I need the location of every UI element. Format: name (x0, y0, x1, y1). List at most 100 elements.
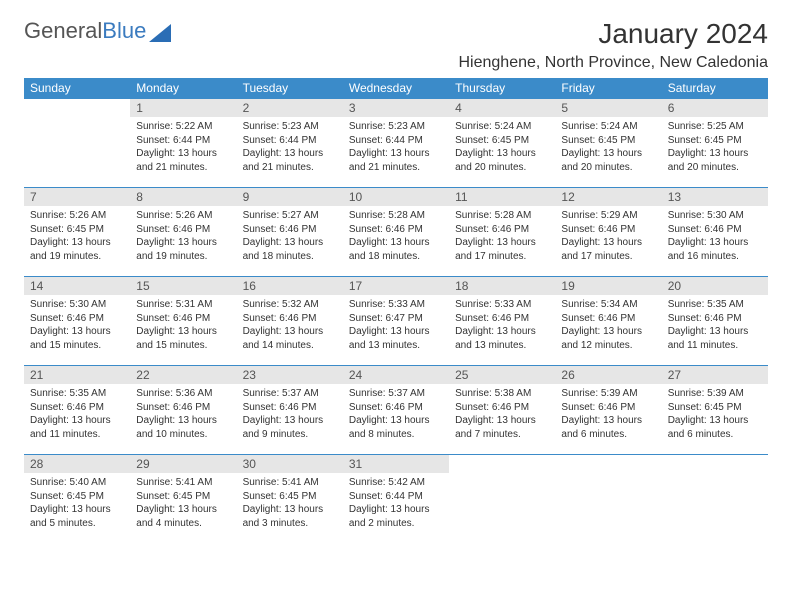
day-line: Sunrise: 5:26 AM (136, 209, 230, 223)
day-number: 5 (555, 99, 661, 117)
day-content: Sunrise: 5:30 AMSunset: 6:46 PMDaylight:… (24, 295, 130, 355)
day-line: Daylight: 13 hours and 5 minutes. (30, 503, 124, 530)
day-line: Daylight: 13 hours and 21 minutes. (349, 147, 443, 174)
calendar-cell: 9Sunrise: 5:27 AMSunset: 6:46 PMDaylight… (237, 188, 343, 277)
day-number: 6 (662, 99, 768, 117)
day-line: Daylight: 13 hours and 21 minutes. (243, 147, 337, 174)
day-line: Sunset: 6:46 PM (455, 401, 549, 415)
day-number: 1 (130, 99, 236, 117)
day-content: Sunrise: 5:40 AMSunset: 6:45 PMDaylight:… (24, 473, 130, 533)
day-line: Sunrise: 5:31 AM (136, 298, 230, 312)
day-content: Sunrise: 5:35 AMSunset: 6:46 PMDaylight:… (662, 295, 768, 355)
day-line: Daylight: 13 hours and 13 minutes. (349, 325, 443, 352)
day-number: 7 (24, 188, 130, 206)
calendar-week: 1Sunrise: 5:22 AMSunset: 6:44 PMDaylight… (24, 99, 768, 188)
day-line: Sunset: 6:46 PM (243, 401, 337, 415)
day-number: 12 (555, 188, 661, 206)
day-number: 22 (130, 366, 236, 384)
day-line: Daylight: 13 hours and 20 minutes. (668, 147, 762, 174)
day-line: Sunrise: 5:27 AM (243, 209, 337, 223)
day-line: Sunset: 6:46 PM (136, 223, 230, 237)
calendar-cell: 7Sunrise: 5:26 AMSunset: 6:45 PMDaylight… (24, 188, 130, 277)
day-line: Sunrise: 5:30 AM (30, 298, 124, 312)
day-content: Sunrise: 5:42 AMSunset: 6:44 PMDaylight:… (343, 473, 449, 533)
calendar-cell: 13Sunrise: 5:30 AMSunset: 6:46 PMDayligh… (662, 188, 768, 277)
day-content: Sunrise: 5:29 AMSunset: 6:46 PMDaylight:… (555, 206, 661, 266)
day-number: 27 (662, 366, 768, 384)
day-line: Sunrise: 5:37 AM (349, 387, 443, 401)
day-line: Sunset: 6:46 PM (561, 312, 655, 326)
day-line: Sunset: 6:46 PM (349, 223, 443, 237)
day-line: Sunrise: 5:28 AM (349, 209, 443, 223)
day-number: 31 (343, 455, 449, 473)
weekday-header: Friday (555, 78, 661, 99)
day-number: 30 (237, 455, 343, 473)
day-line: Sunrise: 5:26 AM (30, 209, 124, 223)
triangle-icon (149, 24, 171, 42)
day-line: Sunrise: 5:38 AM (455, 387, 549, 401)
day-content: Sunrise: 5:31 AMSunset: 6:46 PMDaylight:… (130, 295, 236, 355)
day-number: 10 (343, 188, 449, 206)
calendar-cell (555, 455, 661, 544)
weekday-header: Tuesday (237, 78, 343, 99)
day-line: Sunrise: 5:28 AM (455, 209, 549, 223)
day-number: 18 (449, 277, 555, 295)
weekday-header: Thursday (449, 78, 555, 99)
day-line: Daylight: 13 hours and 19 minutes. (136, 236, 230, 263)
day-line: Sunrise: 5:39 AM (561, 387, 655, 401)
calendar-cell: 12Sunrise: 5:29 AMSunset: 6:46 PMDayligh… (555, 188, 661, 277)
day-line: Daylight: 13 hours and 6 minutes. (668, 414, 762, 441)
day-number: 20 (662, 277, 768, 295)
calendar-cell: 26Sunrise: 5:39 AMSunset: 6:46 PMDayligh… (555, 366, 661, 455)
day-line: Daylight: 13 hours and 15 minutes. (136, 325, 230, 352)
day-line: Sunset: 6:46 PM (455, 312, 549, 326)
day-number: 4 (449, 99, 555, 117)
day-line: Sunset: 6:45 PM (30, 490, 124, 504)
day-line: Sunset: 6:45 PM (668, 401, 762, 415)
day-line: Daylight: 13 hours and 11 minutes. (30, 414, 124, 441)
calendar-cell: 18Sunrise: 5:33 AMSunset: 6:46 PMDayligh… (449, 277, 555, 366)
day-line: Sunrise: 5:39 AM (668, 387, 762, 401)
day-number: 19 (555, 277, 661, 295)
day-content: Sunrise: 5:33 AMSunset: 6:47 PMDaylight:… (343, 295, 449, 355)
day-line: Sunrise: 5:40 AM (30, 476, 124, 490)
day-line: Sunset: 6:45 PM (455, 134, 549, 148)
day-line: Sunrise: 5:33 AM (455, 298, 549, 312)
calendar-cell: 15Sunrise: 5:31 AMSunset: 6:46 PMDayligh… (130, 277, 236, 366)
day-line: Sunrise: 5:29 AM (561, 209, 655, 223)
calendar-cell: 3Sunrise: 5:23 AMSunset: 6:44 PMDaylight… (343, 99, 449, 188)
calendar-header-row: SundayMondayTuesdayWednesdayThursdayFrid… (24, 78, 768, 99)
calendar-cell: 20Sunrise: 5:35 AMSunset: 6:46 PMDayligh… (662, 277, 768, 366)
day-line: Sunrise: 5:25 AM (668, 120, 762, 134)
day-line: Sunrise: 5:34 AM (561, 298, 655, 312)
calendar-cell: 23Sunrise: 5:37 AMSunset: 6:46 PMDayligh… (237, 366, 343, 455)
day-line: Sunrise: 5:36 AM (136, 387, 230, 401)
day-line: Daylight: 13 hours and 3 minutes. (243, 503, 337, 530)
calendar-cell (449, 455, 555, 544)
day-number: 8 (130, 188, 236, 206)
day-line: Sunrise: 5:23 AM (349, 120, 443, 134)
day-line: Sunset: 6:46 PM (136, 312, 230, 326)
day-line: Daylight: 13 hours and 8 minutes. (349, 414, 443, 441)
day-content: Sunrise: 5:41 AMSunset: 6:45 PMDaylight:… (130, 473, 236, 533)
day-line: Sunrise: 5:24 AM (455, 120, 549, 134)
day-line: Sunset: 6:46 PM (243, 223, 337, 237)
weekday-header: Monday (130, 78, 236, 99)
day-number: 21 (24, 366, 130, 384)
calendar-week: 14Sunrise: 5:30 AMSunset: 6:46 PMDayligh… (24, 277, 768, 366)
day-line: Daylight: 13 hours and 19 minutes. (30, 236, 124, 263)
calendar-cell: 28Sunrise: 5:40 AMSunset: 6:45 PMDayligh… (24, 455, 130, 544)
month-title: January 2024 (458, 18, 768, 50)
day-line: Sunrise: 5:23 AM (243, 120, 337, 134)
day-number: 13 (662, 188, 768, 206)
day-content: Sunrise: 5:26 AMSunset: 6:46 PMDaylight:… (130, 206, 236, 266)
day-content: Sunrise: 5:37 AMSunset: 6:46 PMDaylight:… (343, 384, 449, 444)
calendar-cell: 19Sunrise: 5:34 AMSunset: 6:46 PMDayligh… (555, 277, 661, 366)
calendar-cell: 17Sunrise: 5:33 AMSunset: 6:47 PMDayligh… (343, 277, 449, 366)
day-line: Sunset: 6:44 PM (349, 490, 443, 504)
location: Hienghene, North Province, New Caledonia (458, 54, 768, 72)
day-line: Sunrise: 5:41 AM (243, 476, 337, 490)
day-content: Sunrise: 5:25 AMSunset: 6:45 PMDaylight:… (662, 117, 768, 177)
title-block: January 2024 Hienghene, North Province, … (458, 18, 768, 72)
calendar-cell: 21Sunrise: 5:35 AMSunset: 6:46 PMDayligh… (24, 366, 130, 455)
